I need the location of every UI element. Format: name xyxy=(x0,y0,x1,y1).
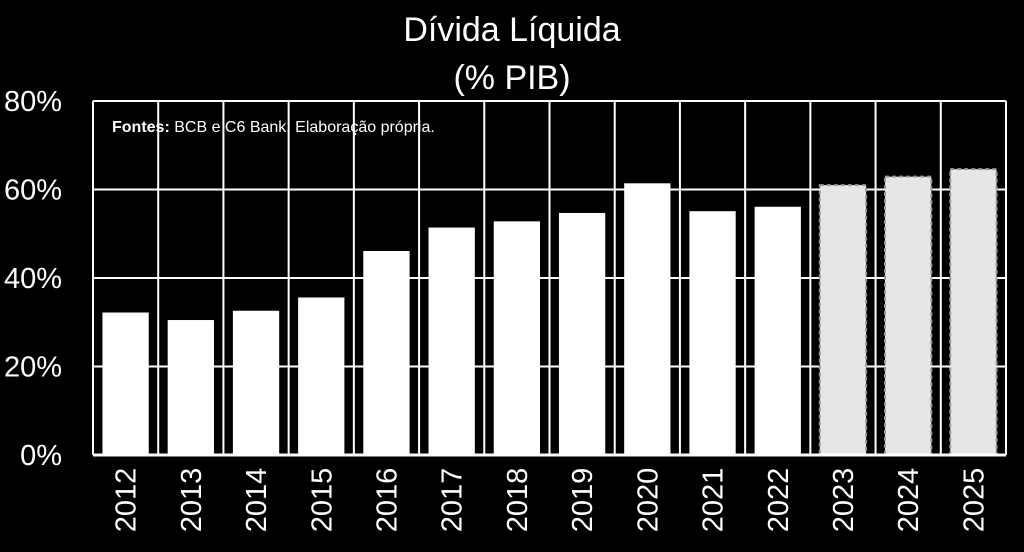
source-note: Fontes: BCB e C6 Bank. Elaboração própri… xyxy=(112,119,435,137)
chart-title: Dívida Líquida xyxy=(403,11,621,49)
x-tick-label: 2013 xyxy=(176,468,208,533)
x-tick-label: 2019 xyxy=(567,468,599,533)
y-tick-label: 80% xyxy=(4,86,62,118)
bar xyxy=(428,227,475,455)
x-tick-label: 2015 xyxy=(306,468,338,533)
bars xyxy=(102,168,998,457)
bar xyxy=(558,212,606,455)
bar xyxy=(167,320,214,455)
source-note-text: BCB e C6 Bank. Elaboração própria. xyxy=(169,119,435,136)
y-tick-label: 0% xyxy=(20,440,62,472)
bar xyxy=(689,211,736,455)
axes xyxy=(92,101,1006,457)
bar xyxy=(363,251,410,455)
x-tick-label: 2025 xyxy=(958,468,990,533)
bar xyxy=(754,206,801,455)
source-note-label: Fontes: xyxy=(112,119,170,136)
y-tick-labels: 0% 20% 40% 60% 80% xyxy=(4,86,62,472)
x-tick-label: 2018 xyxy=(502,468,534,533)
bar-projected xyxy=(818,184,868,456)
y-tick-label: 60% xyxy=(4,175,62,207)
bar xyxy=(102,312,149,455)
y-tick-label: 40% xyxy=(4,263,62,295)
gridlines xyxy=(92,100,1007,455)
x-tick-label: 2016 xyxy=(371,468,403,533)
y-tick-label: 20% xyxy=(4,352,62,384)
bar xyxy=(298,297,345,455)
x-tick-label: 2021 xyxy=(698,468,730,533)
x-tick-labels: 2012 2013 2014 2015 2016 2017 2018 2019 2020 2021… xyxy=(111,468,991,533)
x-tick-label: 2020 xyxy=(632,468,664,533)
x-tick-label: 2012 xyxy=(111,468,143,533)
bar-projected xyxy=(884,175,933,456)
x-tick-label: 2017 xyxy=(437,468,469,533)
bar xyxy=(493,221,541,455)
bar-projected xyxy=(949,168,998,457)
chart-subtitle: (% PIB) xyxy=(453,59,571,97)
x-tick-label: 2024 xyxy=(893,468,925,533)
x-tick-label: 2014 xyxy=(241,468,273,533)
x-tick-label: 2023 xyxy=(828,468,860,533)
bar xyxy=(624,183,671,455)
x-tick-label: 2022 xyxy=(763,468,795,533)
bar xyxy=(232,310,280,455)
